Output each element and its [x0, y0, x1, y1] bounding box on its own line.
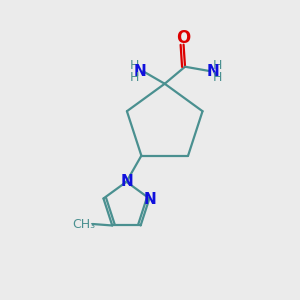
Text: H: H	[212, 59, 222, 72]
Text: H: H	[130, 59, 140, 72]
Text: N: N	[206, 64, 219, 79]
Text: O: O	[176, 29, 191, 47]
Text: H: H	[130, 71, 140, 84]
Text: N: N	[133, 64, 146, 79]
Text: N: N	[144, 192, 156, 207]
Text: H: H	[212, 71, 222, 84]
Text: N: N	[121, 174, 134, 189]
Text: CH₃: CH₃	[72, 218, 95, 230]
